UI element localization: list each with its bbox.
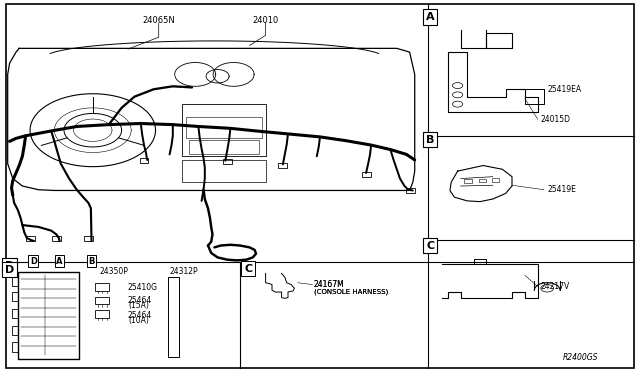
Text: 24167M: 24167M [314, 280, 344, 289]
Text: 25464: 25464 [128, 296, 152, 305]
Text: B: B [88, 257, 95, 266]
Bar [223, 159, 232, 164]
Bar [12, 277, 18, 286]
Text: 24167M: 24167M [314, 280, 344, 289]
Text: 24217V: 24217V [541, 282, 570, 291]
Text: A: A [426, 12, 435, 22]
Bar [12, 326, 18, 335]
Text: 24015D: 24015D [541, 115, 571, 124]
Bar [95, 297, 109, 304]
Text: A: A [56, 257, 63, 266]
Bar [464, 179, 472, 183]
Text: 24350P: 24350P [99, 267, 128, 276]
Bar [182, 104, 266, 156]
Text: (10A): (10A) [128, 316, 149, 325]
Text: (CONSOLE HARNESS): (CONSOLE HARNESS) [314, 289, 388, 295]
Bar [140, 158, 148, 163]
Bar [12, 292, 18, 301]
Bar [18, 272, 79, 359]
Text: (CONSOLE HARNESS): (CONSOLE HARNESS) [314, 289, 388, 295]
Bar [26, 236, 35, 241]
Text: 25464: 25464 [128, 311, 152, 320]
Bar [362, 172, 371, 177]
Text: 24312P: 24312P [170, 267, 198, 276]
Bar [95, 283, 109, 291]
Text: D: D [30, 257, 36, 266]
Text: C: C [244, 264, 252, 273]
Bar [189, 140, 259, 154]
Bar [95, 310, 109, 318]
Bar [12, 309, 18, 318]
Bar [12, 342, 18, 352]
Bar [406, 188, 415, 193]
Bar [479, 179, 486, 182]
Bar [278, 163, 287, 168]
Text: 24010: 24010 [252, 16, 279, 25]
Bar [186, 117, 262, 138]
Text: R2400GS: R2400GS [563, 353, 598, 362]
Bar [182, 160, 266, 182]
Text: C: C [426, 241, 434, 250]
Text: 25419EA: 25419EA [547, 85, 581, 94]
Text: B: B [426, 135, 435, 144]
Text: D: D [5, 265, 14, 275]
Text: (15A): (15A) [128, 301, 149, 310]
Text: 25410G: 25410G [128, 283, 158, 292]
Bar [84, 236, 93, 241]
Bar [492, 178, 499, 182]
Text: D: D [5, 261, 14, 271]
Text: 24065N: 24065N [142, 16, 175, 25]
Text: 25419E: 25419E [547, 185, 576, 194]
Bar [168, 277, 179, 357]
Bar [52, 236, 61, 241]
